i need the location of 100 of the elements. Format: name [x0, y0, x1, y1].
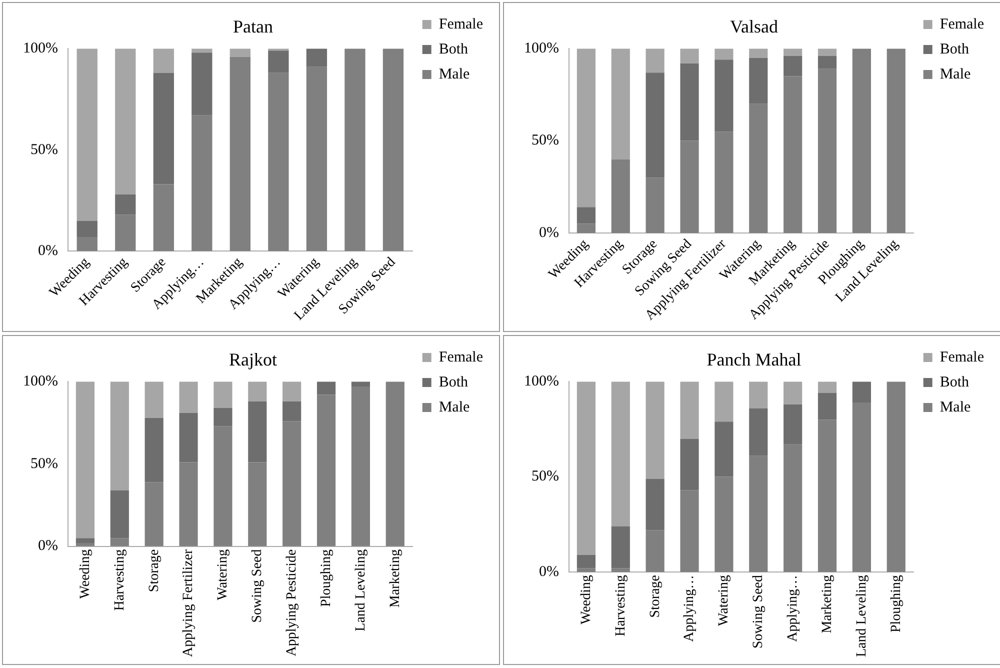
chart-title: Patan	[233, 16, 273, 37]
bar	[646, 382, 664, 479]
bar	[268, 50, 289, 73]
bar	[179, 462, 198, 546]
bar	[76, 382, 95, 538]
bar	[749, 104, 768, 233]
bar	[646, 530, 664, 572]
bar	[282, 421, 302, 546]
bar	[680, 48, 699, 64]
y-tick-label: 0%	[538, 564, 559, 580]
bar	[76, 48, 98, 221]
bar	[76, 220, 98, 237]
x-tick-label: Weeding	[78, 549, 93, 599]
bar	[611, 526, 630, 568]
legend-label: Female	[940, 349, 984, 366]
bar	[680, 382, 699, 439]
bar	[646, 178, 664, 233]
bar	[680, 490, 699, 572]
legend-label: Male	[438, 399, 470, 416]
x-tick-label: Applying…	[785, 574, 800, 642]
bar	[646, 72, 664, 178]
y-tick-label: 100%	[22, 40, 58, 57]
bar	[714, 60, 734, 132]
bar	[714, 382, 734, 422]
y-tick-label: 100%	[524, 40, 559, 57]
bar	[179, 412, 198, 462]
bar	[680, 438, 699, 490]
bar	[749, 48, 768, 58]
bar	[382, 48, 404, 252]
bar	[576, 48, 596, 208]
bar	[214, 426, 232, 546]
bar	[76, 236, 98, 252]
bar	[115, 48, 136, 194]
bar	[306, 48, 328, 67]
bar	[611, 159, 630, 233]
bar	[611, 382, 630, 526]
chart-title: Rajkot	[229, 350, 277, 370]
bar	[214, 408, 232, 426]
x-tick-label: Applying Fertilizer	[181, 548, 196, 658]
bar	[115, 214, 136, 252]
x-tick-label: Land Leveling	[854, 574, 870, 658]
bar	[179, 382, 198, 413]
bar	[115, 194, 136, 215]
bar	[110, 490, 129, 538]
bar	[576, 224, 596, 233]
bar	[714, 132, 734, 233]
bar	[76, 538, 95, 544]
bar	[714, 422, 734, 477]
x-tick-label: Harvesting	[112, 549, 128, 611]
bar	[749, 408, 768, 456]
bar	[749, 382, 768, 408]
legend-label: Male	[438, 66, 470, 82]
x-tick-label: Watering	[216, 549, 231, 600]
y-tick-label: 50%	[30, 142, 58, 158]
bar	[230, 48, 251, 57]
chart-title: Valsad	[730, 16, 778, 37]
bar	[852, 382, 871, 403]
bar	[680, 140, 699, 233]
bar	[576, 554, 596, 568]
bar	[818, 420, 837, 572]
x-tick-label: Applying…	[682, 574, 698, 642]
y-tick-label: 0%	[538, 224, 559, 241]
bar	[282, 382, 302, 402]
x-tick-label: Marketing	[820, 574, 835, 634]
x-tick-label: Storage	[648, 574, 663, 618]
bar	[714, 48, 734, 60]
bar	[144, 382, 164, 418]
bar	[153, 48, 174, 73]
bar	[818, 382, 837, 394]
bar	[646, 48, 664, 73]
x-tick-label: Watering	[716, 574, 732, 626]
y-tick-label: 100%	[22, 374, 58, 390]
y-tick-label: 0%	[38, 538, 58, 554]
bar	[110, 382, 129, 490]
bar	[144, 418, 164, 482]
y-tick-label: 50%	[531, 132, 559, 149]
legend-label: Male	[940, 66, 972, 82]
x-tick-label: Ploughing	[318, 549, 334, 607]
bar	[611, 568, 630, 572]
legend-label: Female	[438, 349, 484, 366]
x-tick-label: Ploughing	[888, 574, 904, 633]
bar	[680, 63, 699, 141]
x-tick-label: Weeding	[578, 574, 594, 624]
bar	[714, 476, 734, 572]
legend-label: Both	[438, 374, 469, 390]
x-tick-label: Sowing Seed	[250, 549, 266, 623]
bar	[784, 404, 802, 444]
x-tick-label: Storage	[146, 549, 162, 592]
x-tick-label: Sowing Seed	[751, 574, 766, 648]
bar	[153, 184, 174, 252]
legend-label: Female	[438, 16, 484, 32]
bar	[784, 56, 802, 76]
bar	[306, 66, 328, 252]
bar	[749, 456, 768, 572]
bar	[818, 48, 837, 56]
chart-title: Panch Mahal	[706, 350, 802, 370]
bar	[852, 402, 871, 572]
bar	[749, 58, 768, 104]
bar	[818, 56, 837, 69]
bar	[818, 393, 837, 420]
